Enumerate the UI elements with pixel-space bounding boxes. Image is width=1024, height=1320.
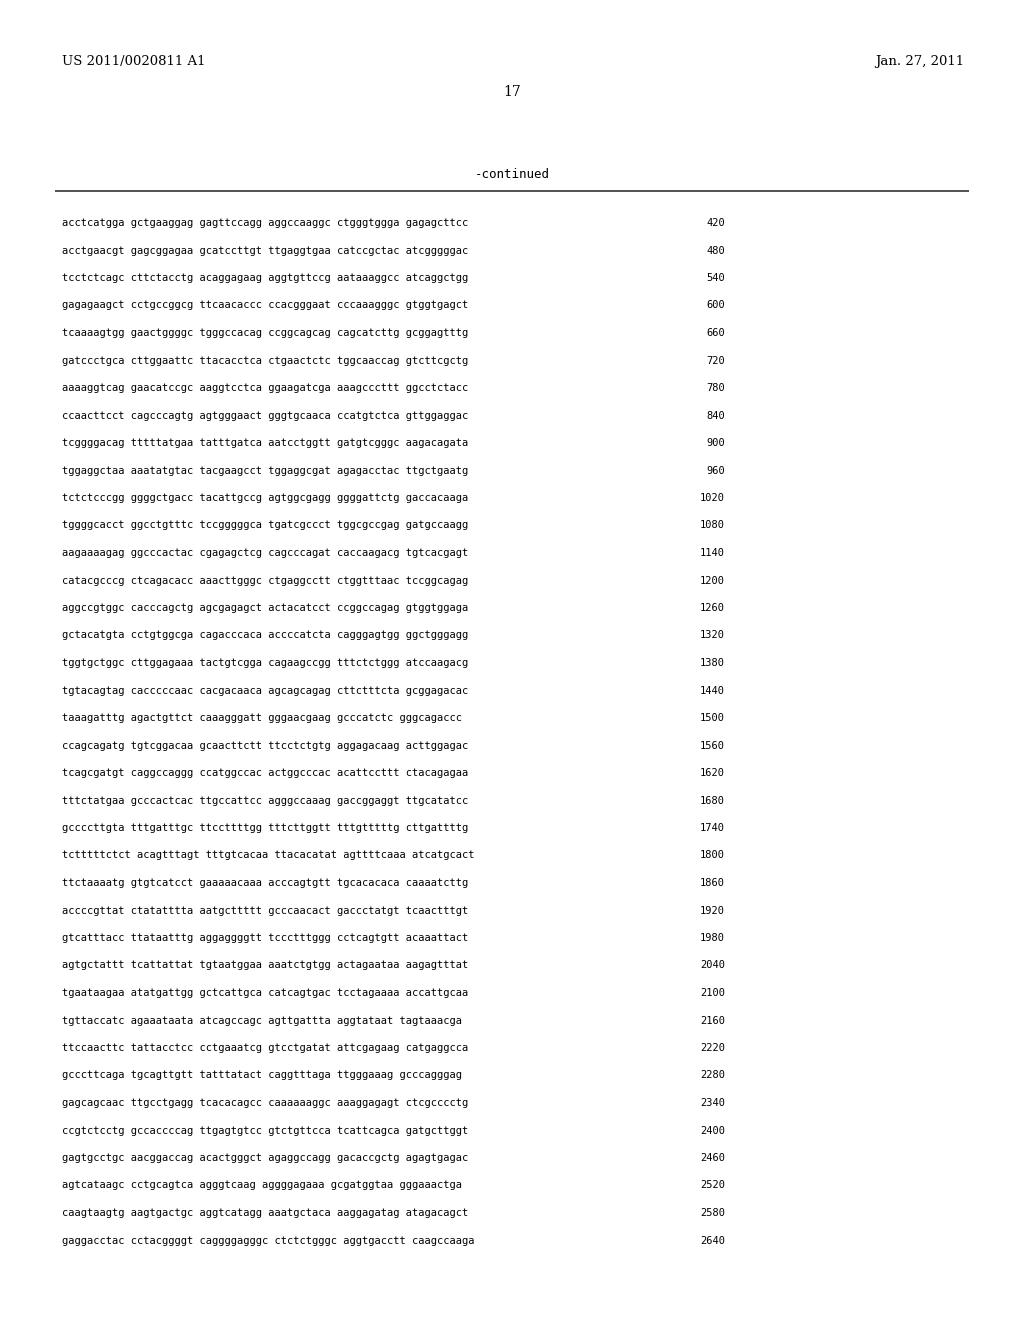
- Text: 1860: 1860: [700, 878, 725, 888]
- Text: aagaaaagag ggcccactac cgagagctcg cagcccagat caccaagacg tgtcacgagt: aagaaaagag ggcccactac cgagagctcg cagccca…: [62, 548, 468, 558]
- Text: tggtgctggc cttggagaaa tactgtcgga cagaagccgg tttctctggg atccaagacg: tggtgctggc cttggagaaa tactgtcgga cagaagc…: [62, 657, 468, 668]
- Text: 1440: 1440: [700, 685, 725, 696]
- Text: 2280: 2280: [700, 1071, 725, 1081]
- Text: tgtacagtag cacccccaac cacgacaaca agcagcagag cttctttcta gcggagacac: tgtacagtag cacccccaac cacgacaaca agcagca…: [62, 685, 468, 696]
- Text: acctcatgga gctgaaggag gagttccagg aggccaaggc ctgggtggga gagagcttcc: acctcatgga gctgaaggag gagttccagg aggccaa…: [62, 218, 468, 228]
- Text: tcagcgatgt caggccaggg ccatggccac actggcccac acattccttt ctacagagaa: tcagcgatgt caggccaggg ccatggccac actggcc…: [62, 768, 468, 777]
- Text: gagagaagct cctgccggcg ttcaacaccc ccacgggaat cccaaagggc gtggtgagct: gagagaagct cctgccggcg ttcaacaccc ccacggg…: [62, 301, 468, 310]
- Text: 2460: 2460: [700, 1152, 725, 1163]
- Text: 1080: 1080: [700, 520, 725, 531]
- Text: 900: 900: [707, 438, 725, 447]
- Text: tcctctcagc cttctacctg acaggagaag aggtgttccg aataaaggcc atcaggctgg: tcctctcagc cttctacctg acaggagaag aggtgtt…: [62, 273, 468, 282]
- Text: aggccgtggc cacccagctg agcgagagct actacatcct ccggccagag gtggtggaga: aggccgtggc cacccagctg agcgagagct actacat…: [62, 603, 468, 612]
- Text: 1260: 1260: [700, 603, 725, 612]
- Text: tctttttctct acagtttagt tttgtcacaa ttacacatat agttttcaaa atcatgcact: tctttttctct acagtttagt tttgtcacaa ttacac…: [62, 850, 474, 861]
- Text: -continued: -continued: [474, 168, 550, 181]
- Text: 1140: 1140: [700, 548, 725, 558]
- Text: ttccaacttc tattacctcc cctgaaatcg gtcctgatat attcgagaag catgaggcca: ttccaacttc tattacctcc cctgaaatcg gtcctga…: [62, 1043, 468, 1053]
- Text: gctacatgta cctgtggcga cagacccaca accccatcta cagggagtgg ggctgggagg: gctacatgta cctgtggcga cagacccaca accccat…: [62, 631, 468, 640]
- Text: 660: 660: [707, 327, 725, 338]
- Text: 960: 960: [707, 466, 725, 475]
- Text: agtcataagc cctgcagtca agggtcaag aggggagaaa gcgatggtaa gggaaactga: agtcataagc cctgcagtca agggtcaag aggggaga…: [62, 1180, 462, 1191]
- Text: 2580: 2580: [700, 1208, 725, 1218]
- Text: 1740: 1740: [700, 822, 725, 833]
- Text: accccgttat ctatatttta aatgcttttt gcccaacact gaccctatgt tcaactttgt: accccgttat ctatatttta aatgcttttt gcccaac…: [62, 906, 468, 916]
- Text: taaagatttg agactgttct caaagggatt gggaacgaag gcccatctc gggcagaccc: taaagatttg agactgttct caaagggatt gggaacg…: [62, 713, 462, 723]
- Text: acctgaacgt gagcggagaa gcatccttgt ttgaggtgaa catccgctac atcgggggac: acctgaacgt gagcggagaa gcatccttgt ttgaggt…: [62, 246, 468, 256]
- Text: tcaaaagtgg gaactggggc tgggccacag ccggcagcag cagcatcttg gcggagtttg: tcaaaagtgg gaactggggc tgggccacag ccggcag…: [62, 327, 468, 338]
- Text: 1200: 1200: [700, 576, 725, 586]
- Text: tgaataagaa atatgattgg gctcattgca catcagtgac tcctagaaaa accattgcaa: tgaataagaa atatgattgg gctcattgca catcagt…: [62, 987, 468, 998]
- Text: 1320: 1320: [700, 631, 725, 640]
- Text: catacgcccg ctcagacacc aaacttgggc ctgaggcctt ctggtttaac tccggcagag: catacgcccg ctcagacacc aaacttgggc ctgaggc…: [62, 576, 468, 586]
- Text: 2340: 2340: [700, 1098, 725, 1107]
- Text: 2640: 2640: [700, 1236, 725, 1246]
- Text: US 2011/0020811 A1: US 2011/0020811 A1: [62, 55, 206, 69]
- Text: ccgtctcctg gccaccccag ttgagtgtcc gtctgttcca tcattcagca gatgcttggt: ccgtctcctg gccaccccag ttgagtgtcc gtctgtt…: [62, 1126, 468, 1135]
- Text: 2520: 2520: [700, 1180, 725, 1191]
- Text: tgttaccatc agaaataata atcagccagc agttgattta aggtataat tagtaaacga: tgttaccatc agaaataata atcagccagc agttgat…: [62, 1015, 462, 1026]
- Text: caagtaagtg aagtgactgc aggtcatagg aaatgctaca aaggagatag atagacagct: caagtaagtg aagtgactgc aggtcatagg aaatgct…: [62, 1208, 468, 1218]
- Text: tttctatgaa gcccactcac ttgccattcc agggccaaag gaccggaggt ttgcatatcc: tttctatgaa gcccactcac ttgccattcc agggcca…: [62, 796, 468, 805]
- Text: gccccttgta tttgatttgc ttccttttgg tttcttggtt tttgtttttg cttgattttg: gccccttgta tttgatttgc ttccttttgg tttcttg…: [62, 822, 468, 833]
- Text: 840: 840: [707, 411, 725, 421]
- Text: aaaaggtcag gaacatccgc aaggtcctca ggaagatcga aaagcccttt ggcctctacc: aaaaggtcag gaacatccgc aaggtcctca ggaagat…: [62, 383, 468, 393]
- Text: 1680: 1680: [700, 796, 725, 805]
- Text: gaggacctac cctacggggt caggggagggc ctctctgggc aggtgacctt caagccaaga: gaggacctac cctacggggt caggggagggc ctctct…: [62, 1236, 474, 1246]
- Text: 2040: 2040: [700, 961, 725, 970]
- Text: 600: 600: [707, 301, 725, 310]
- Text: ttctaaaatg gtgtcatcct gaaaaacaaa acccagtgtt tgcacacaca caaaatcttg: ttctaaaatg gtgtcatcct gaaaaacaaa acccagt…: [62, 878, 468, 888]
- Text: 780: 780: [707, 383, 725, 393]
- Text: tggaggctaa aaatatgtac tacgaagcct tggaggcgat agagacctac ttgctgaatg: tggaggctaa aaatatgtac tacgaagcct tggaggc…: [62, 466, 468, 475]
- Text: 1800: 1800: [700, 850, 725, 861]
- Text: ccaacttcct cagcccagtg agtgggaact gggtgcaaca ccatgtctca gttggaggac: ccaacttcct cagcccagtg agtgggaact gggtgca…: [62, 411, 468, 421]
- Text: gcccttcaga tgcagttgtt tatttatact caggtttagа ttgggaaag gcccagggag: gcccttcaga tgcagttgtt tatttatact caggttt…: [62, 1071, 462, 1081]
- Text: agtgctattt tcattattat tgtaatggaa aaatctgtgg actagaataa aagagtttat: agtgctattt tcattattat tgtaatggaa aaatctg…: [62, 961, 468, 970]
- Text: 2220: 2220: [700, 1043, 725, 1053]
- Text: 1500: 1500: [700, 713, 725, 723]
- Text: gtcatttacc ttataatttg aggaggggtt tccctttggg cctcagtgtt acaaattact: gtcatttacc ttataatttg aggaggggtt tcccttt…: [62, 933, 468, 942]
- Text: 720: 720: [707, 355, 725, 366]
- Text: 17: 17: [503, 84, 521, 99]
- Text: 1620: 1620: [700, 768, 725, 777]
- Text: 1020: 1020: [700, 492, 725, 503]
- Text: 1380: 1380: [700, 657, 725, 668]
- Text: 1920: 1920: [700, 906, 725, 916]
- Text: gagcagcaac ttgcctgagg tcacacagcc caaaaaaggc aaaggagagt ctcgcccctg: gagcagcaac ttgcctgagg tcacacagcc caaaaaa…: [62, 1098, 468, 1107]
- Text: 420: 420: [707, 218, 725, 228]
- Text: tcggggacag tttttatgaa tatttgatca aatcctggtt gatgtcgggc aagacagata: tcggggacag tttttatgaa tatttgatca aatcctg…: [62, 438, 468, 447]
- Text: 1560: 1560: [700, 741, 725, 751]
- Text: gagtgcctgc aacggaccag acactgggct agaggccagg gacaccgctg agagtgagac: gagtgcctgc aacggaccag acactgggct agaggcc…: [62, 1152, 468, 1163]
- Text: 1980: 1980: [700, 933, 725, 942]
- Text: Jan. 27, 2011: Jan. 27, 2011: [874, 55, 964, 69]
- Text: tggggcacct ggcctgtttc tccgggggca tgatcgccct tggcgccgag gatgccaagg: tggggcacct ggcctgtttc tccgggggca tgatcgc…: [62, 520, 468, 531]
- Text: 2100: 2100: [700, 987, 725, 998]
- Text: 480: 480: [707, 246, 725, 256]
- Text: 2400: 2400: [700, 1126, 725, 1135]
- Text: gatccctgca cttggaattc ttacacctca ctgaactctc tggcaaccag gtcttcgctg: gatccctgca cttggaattc ttacacctca ctgaact…: [62, 355, 468, 366]
- Text: tctctcccgg ggggctgacc tacattgccg agtggcgagg ggggattctg gaccacaaga: tctctcccgg ggggctgacc tacattgccg agtggcg…: [62, 492, 468, 503]
- Text: ccagcagatg tgtcggacaa gcaacttctt ttcctctgtg aggagacaag acttggagac: ccagcagatg tgtcggacaa gcaacttctt ttcctct…: [62, 741, 468, 751]
- Text: 2160: 2160: [700, 1015, 725, 1026]
- Text: 540: 540: [707, 273, 725, 282]
